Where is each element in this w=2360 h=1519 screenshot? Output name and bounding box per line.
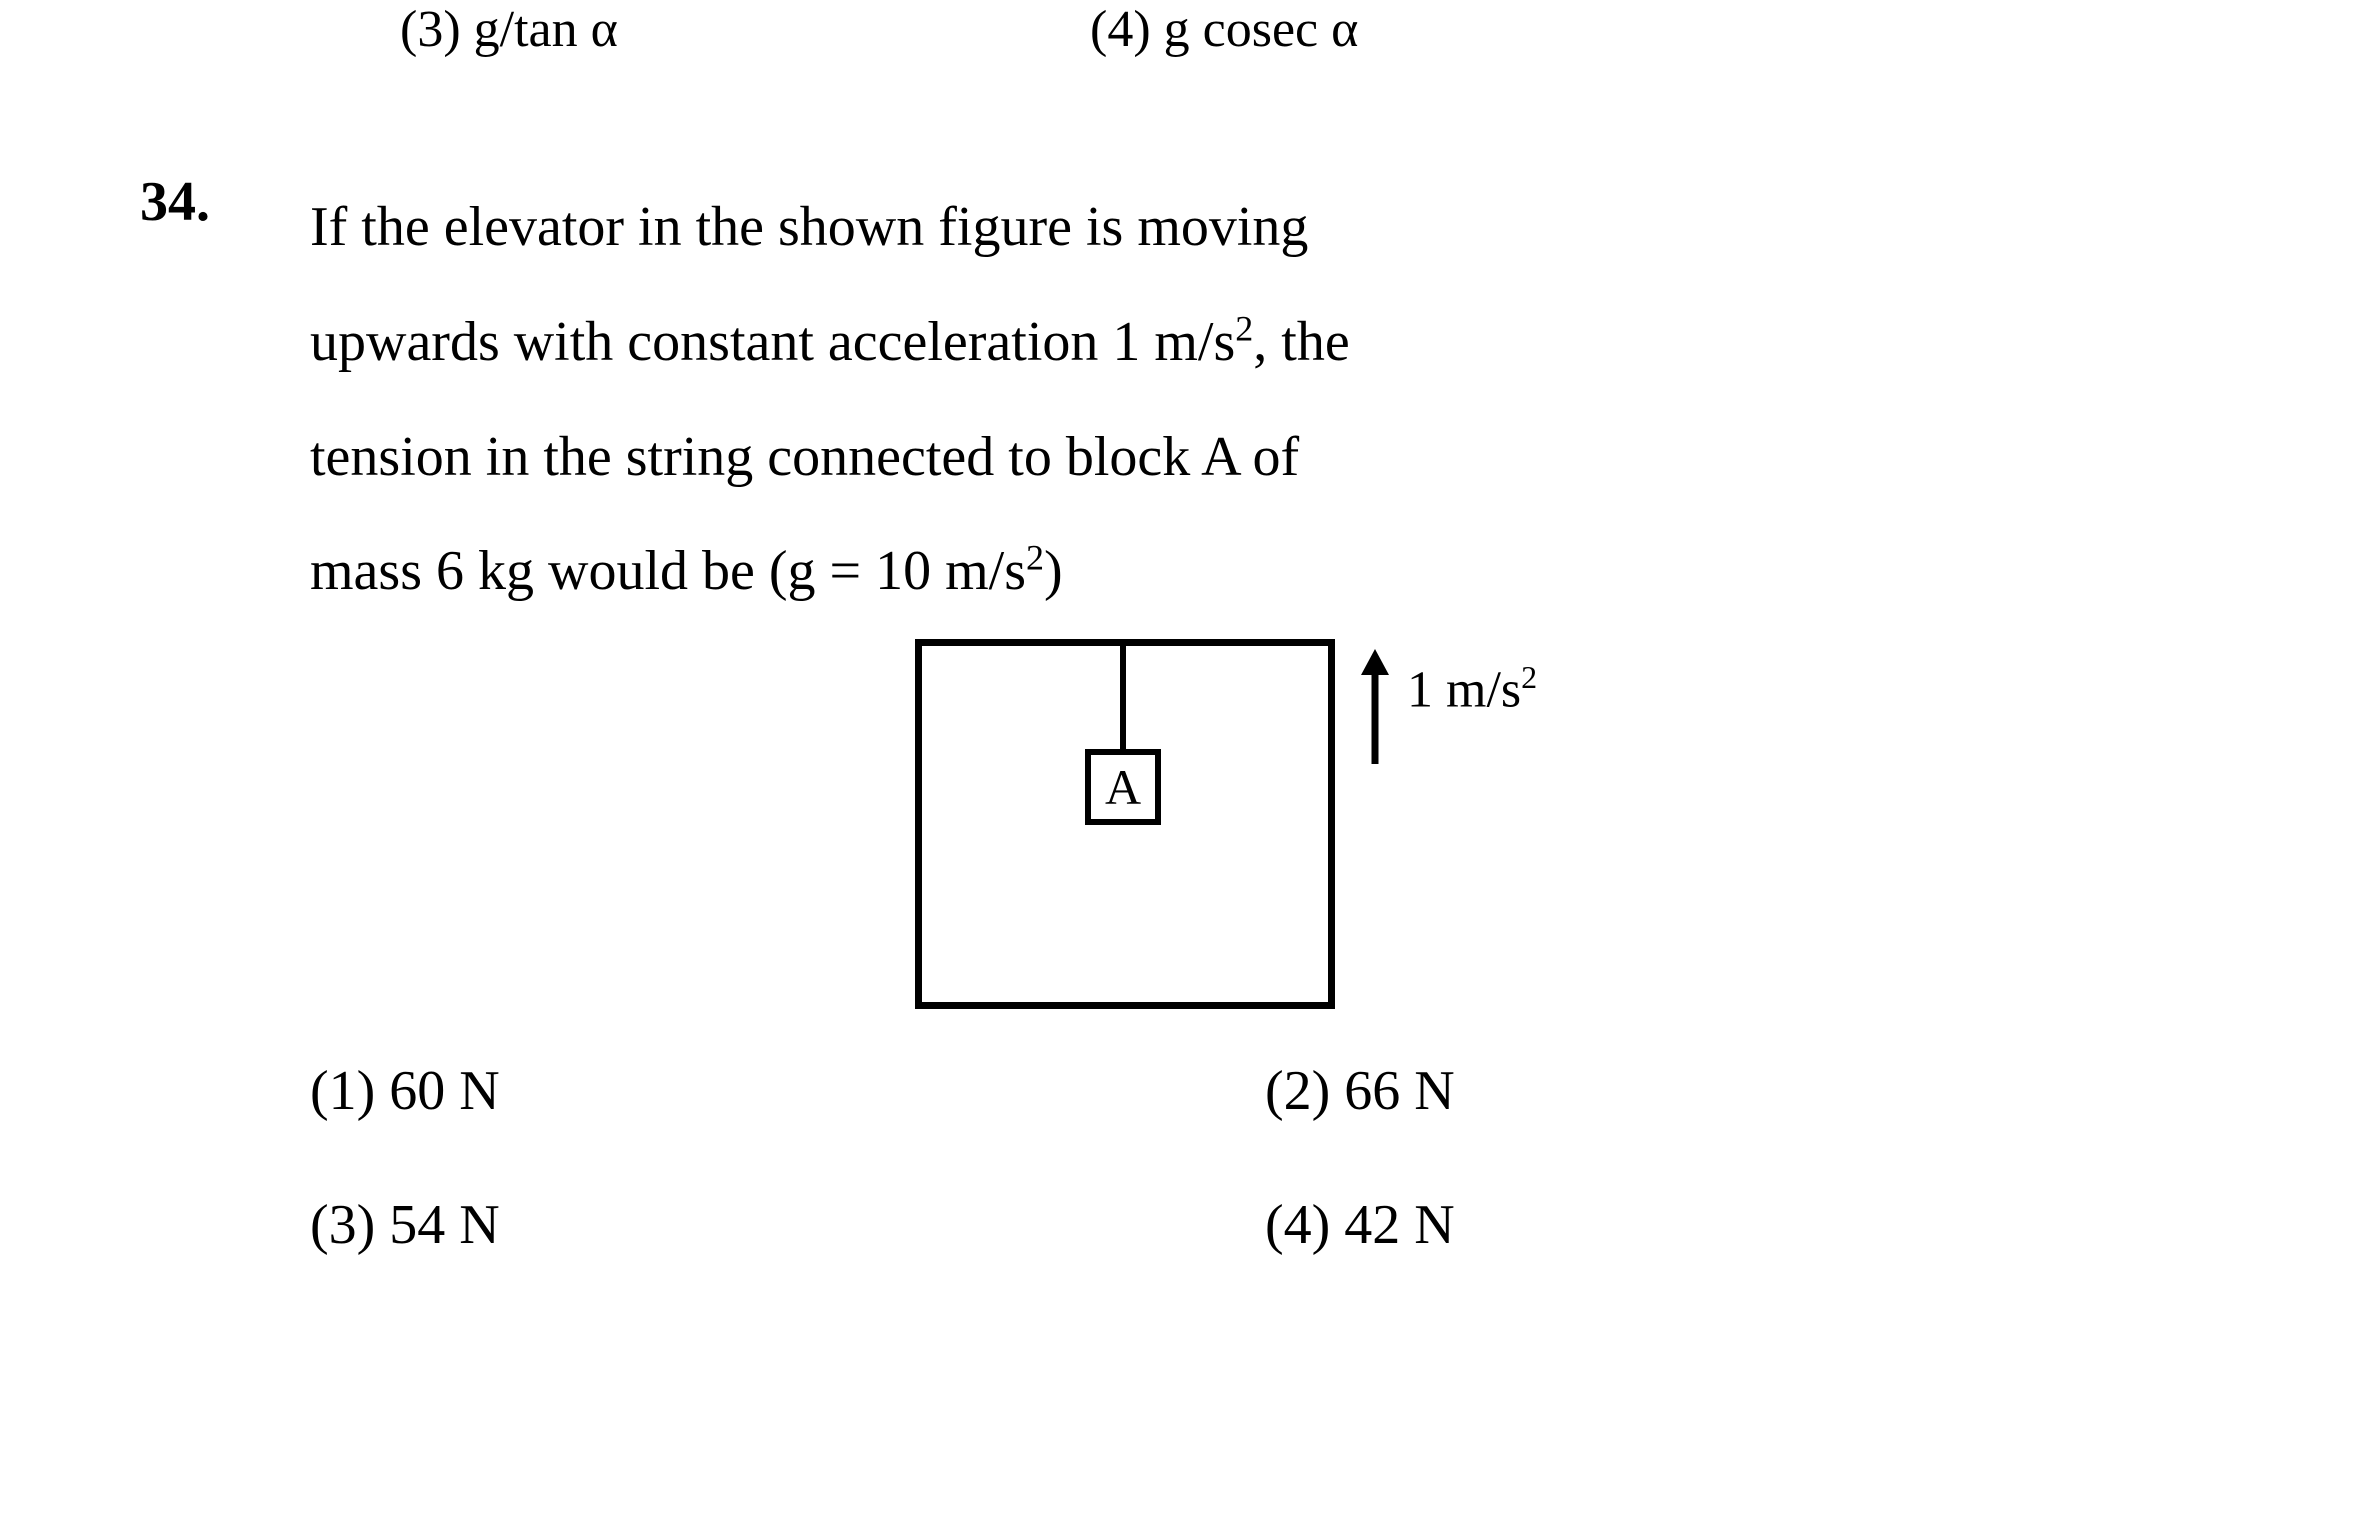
q-line3: tension in the string connected to block… [310,426,1299,488]
elevator-figure: A 1 m/s2 [915,639,1615,1019]
option-3: (3) 54 N [310,1193,1265,1257]
question-34: 34. If the elevator in the shown figure … [140,170,2220,1257]
figure-container: A 1 m/s2 [310,639,2220,1019]
question-text: If the elevator in the shown figure is m… [310,170,2220,629]
page: (3) g/tan α (4) g cosec α 34. If the ele… [0,0,2360,1519]
option-4: (4) 42 N [1265,1193,2220,1257]
q-line2-sup: 2 [1235,308,1253,348]
up-arrow-icon [1355,649,1395,769]
question-number: 34. [140,170,310,234]
accel-sup: 2 [1521,659,1537,695]
block-a: A [1085,749,1161,825]
q-line4-post: ) [1044,540,1063,602]
q-line1: If the elevator in the shown figure is m… [310,196,1308,258]
q-line4-sup: 2 [1026,538,1044,578]
hanging-string [1120,646,1126,751]
prev-option-4: (4) g cosec α [1090,0,1358,59]
option-2: (2) 66 N [1265,1059,2220,1123]
accel-value: 1 m/s [1407,662,1521,719]
acceleration-indicator: 1 m/s2 [1355,649,1537,769]
options-row-2: (3) 54 N (4) 42 N [310,1193,2220,1257]
options-row-1: (1) 60 N (2) 66 N [310,1059,2220,1123]
q-line2-pre: upwards with constant acceleration 1 m/s [310,311,1235,373]
block-a-label: A [1105,758,1141,816]
acceleration-label: 1 m/s2 [1407,659,1537,719]
option-1: (1) 60 N [310,1059,1265,1123]
q-line2-post: , the [1253,311,1349,373]
prev-option-3: (3) g/tan α [400,0,618,59]
question-body: If the elevator in the shown figure is m… [310,170,2220,1257]
q-line4-pre: mass 6 kg would be (g = 10 m/s [310,540,1026,602]
